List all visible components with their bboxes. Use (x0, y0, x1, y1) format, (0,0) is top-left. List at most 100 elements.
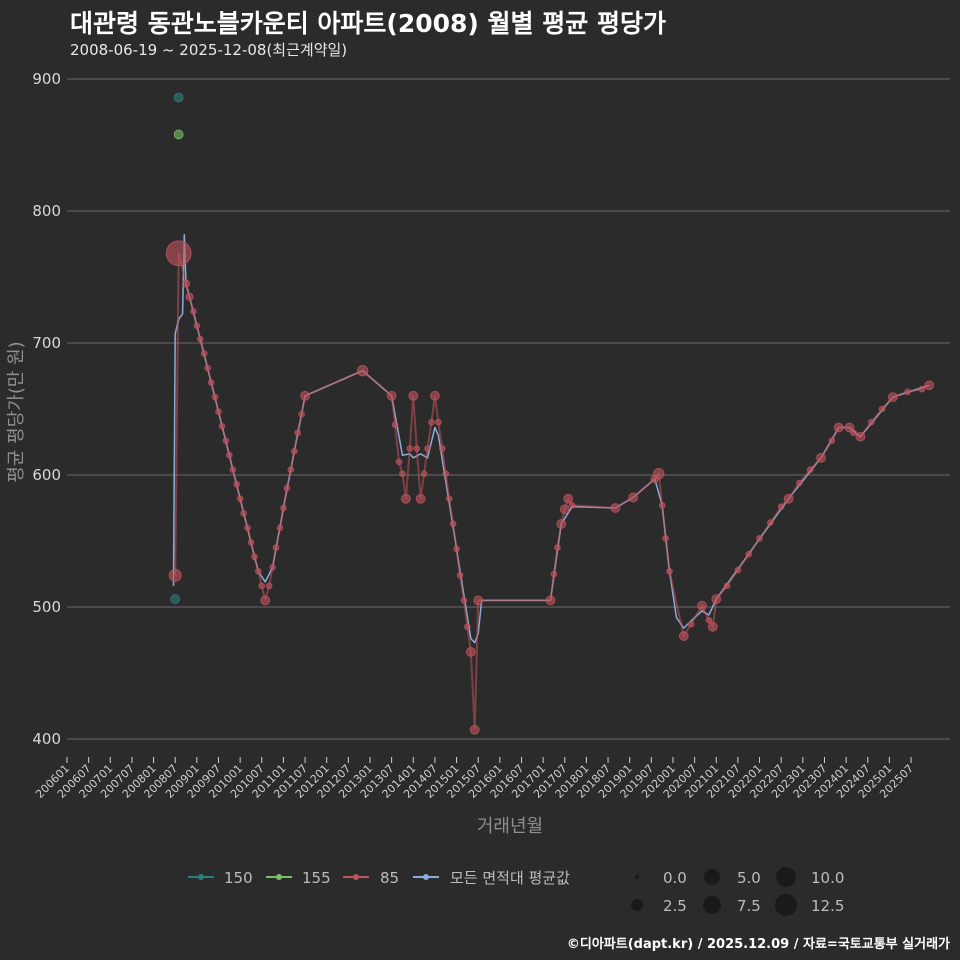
point-85-50 (435, 418, 442, 426)
point-85-94 (844, 422, 855, 433)
point-85-14 (226, 451, 233, 459)
point-85-37 (386, 390, 397, 401)
legend-label-155: 155 (302, 869, 331, 887)
point-85-93 (833, 422, 844, 433)
point-85-96 (855, 431, 866, 442)
point-85-42 (406, 445, 414, 452)
point-85-9 (207, 379, 215, 386)
y-axis-ticks: 400 500 600 700 800 900 (32, 70, 61, 748)
point-85-61 (473, 595, 484, 606)
point-85-82 (723, 582, 731, 590)
point-85-49 (430, 390, 440, 401)
point-150-1 (173, 92, 184, 103)
point-85-31 (287, 466, 295, 474)
point-85-84 (745, 550, 753, 558)
size-legend-label-0: 0.0 (663, 869, 687, 887)
point-85-3 (185, 292, 194, 301)
y-tick-label-400: 400 (32, 730, 61, 748)
point-85-63 (550, 570, 558, 578)
size-legend-label-1: 2.5 (663, 897, 687, 915)
point-85-89 (796, 479, 803, 487)
point-85-79 (705, 616, 713, 624)
point-85-26 (269, 564, 276, 571)
average-line (172, 234, 930, 644)
legend-item-155: 155 (266, 869, 331, 887)
chart-subtitle: 2008-06-19 ~ 2025-12-08(최근계약일) (70, 41, 348, 59)
point-85-87 (777, 503, 785, 510)
legend-dot-150 (198, 874, 204, 880)
point-85-4 (190, 308, 197, 315)
scatter-points-layer (165, 92, 935, 735)
point-85-44 (413, 445, 421, 452)
point-85-43 (408, 390, 419, 401)
point-85-45 (415, 493, 426, 504)
point-85-92 (828, 437, 836, 444)
point-85-56 (456, 572, 464, 579)
point-85-34 (298, 410, 305, 418)
point-85-67 (563, 493, 574, 504)
source-caption: ©디아파트(dapt.kr) / 2025.12.09 / 자료=국토교통부 실… (566, 937, 950, 952)
y-tick-label-700: 700 (32, 334, 61, 352)
point-85-8 (204, 364, 211, 372)
point-85-90 (806, 466, 814, 474)
point-85-66 (559, 504, 570, 515)
point-85-52 (442, 470, 450, 477)
legend-label-150: 150 (224, 869, 253, 887)
point-85-51 (438, 445, 446, 452)
point-85-72 (652, 467, 665, 480)
point-85-46 (420, 470, 428, 477)
point-85-76 (678, 631, 689, 641)
size-legend-label-3: 7.5 (737, 897, 761, 915)
point-85-81 (711, 594, 722, 604)
point-85-39 (395, 458, 403, 466)
point-85-7 (200, 350, 208, 357)
point-85-80 (707, 621, 718, 632)
point-85-65 (556, 518, 567, 529)
x-axis-ticks: 2006012006072007012007072008012008072009… (33, 757, 916, 801)
point-85-78 (697, 600, 707, 611)
point-85-24 (260, 595, 271, 606)
size-legend-dot-2 (704, 869, 720, 885)
point-85-2 (181, 279, 191, 288)
size-legend-dot-1 (631, 899, 643, 911)
point-85-48 (428, 418, 435, 426)
point-85-21 (251, 553, 258, 561)
series-legend: 150 155 85 모든 면적대 평균값 (188, 869, 570, 887)
point-85-5 (193, 322, 201, 330)
point-85-19 (244, 524, 251, 532)
point-85-95 (850, 429, 857, 437)
point-85-30 (283, 484, 291, 492)
point-85-1 (165, 240, 192, 267)
point-85-91 (816, 452, 826, 463)
point-85-100 (904, 388, 911, 396)
point-85-98 (878, 405, 886, 413)
size-legend-dot-5 (775, 894, 797, 916)
point-85-32 (290, 447, 298, 455)
point-85-23 (258, 582, 266, 590)
point-85-99 (887, 392, 898, 403)
chart-title: 대관령 동관노블카운티 아파트(2008) 월별 평균 평당가 (70, 9, 666, 38)
point-85-59 (465, 646, 476, 657)
point-85-54 (449, 520, 457, 528)
y-tick-label-900: 900 (32, 70, 61, 88)
point-85-27 (272, 544, 280, 551)
legend-dot-155 (276, 874, 282, 880)
point-85-17 (236, 495, 244, 503)
point-85-18 (240, 509, 247, 517)
y-axis-label: 평균 평당가(만 원) (6, 341, 27, 482)
point-85-40 (399, 470, 406, 477)
point-85-36 (356, 365, 369, 377)
point-85-74 (662, 535, 669, 542)
legend-item-average: 모든 면적대 평균값 (413, 869, 570, 887)
point-85-55 (453, 545, 460, 553)
legend-dot-average (423, 874, 429, 880)
point-85-22 (255, 568, 262, 575)
size-legend: 0.0 2.5 5.0 7.5 10.0 12.5 (631, 867, 844, 916)
point-85-29 (280, 504, 287, 512)
point-155-0 (173, 129, 184, 140)
point-85-58 (464, 623, 471, 631)
point-85-83 (734, 566, 742, 574)
y-tick-label-800: 800 (32, 202, 61, 220)
size-legend-dot-0 (635, 875, 639, 879)
